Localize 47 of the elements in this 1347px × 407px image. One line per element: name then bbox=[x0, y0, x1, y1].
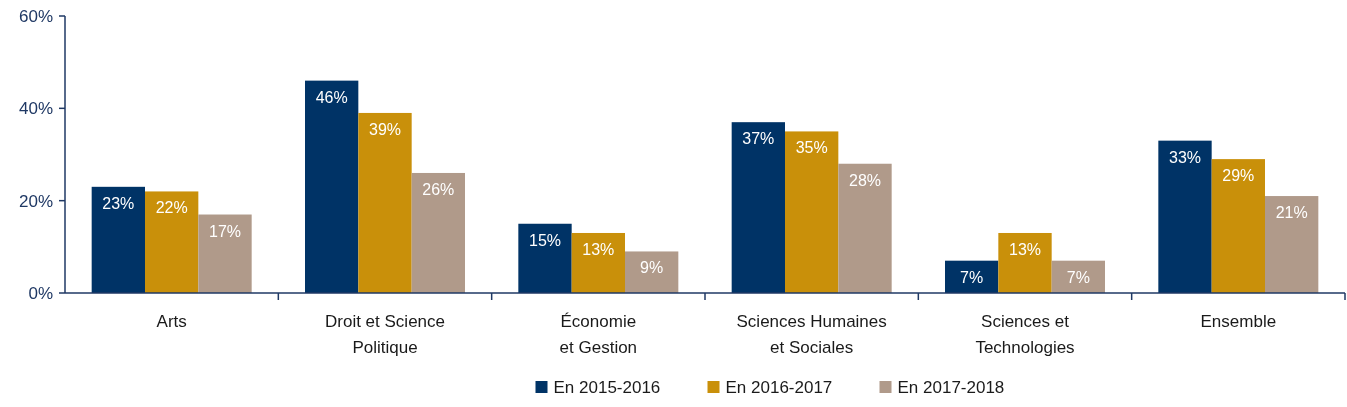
y-tick-label: 40% bbox=[18, 99, 53, 119]
data-label: 29% bbox=[1222, 167, 1255, 185]
bar bbox=[625, 251, 679, 293]
bar bbox=[411, 172, 465, 293]
data-label: 7% bbox=[1066, 268, 1090, 286]
bar bbox=[198, 214, 252, 293]
data-label: 17% bbox=[208, 222, 242, 240]
data-label: 13% bbox=[582, 240, 615, 258]
data-label: 39% bbox=[368, 120, 402, 138]
x-tick-label: Sciences Humaines et Sociales bbox=[736, 312, 887, 357]
bar bbox=[305, 80, 359, 293]
bar bbox=[518, 223, 572, 293]
bar bbox=[1211, 159, 1265, 293]
bar bbox=[785, 131, 839, 293]
legend-label: En 2015-2016 bbox=[553, 378, 661, 397]
legend-label: En 2017-2018 bbox=[897, 378, 1005, 397]
bar bbox=[998, 232, 1052, 293]
data-label: 26% bbox=[422, 180, 455, 198]
data-label: 13% bbox=[1008, 240, 1042, 258]
data-label: 37% bbox=[742, 130, 775, 148]
data-label: 7% bbox=[960, 268, 984, 286]
x-tick-label: Économie et Gestion bbox=[559, 312, 638, 357]
data-label: 35% bbox=[795, 139, 828, 157]
x-tick-label: Arts bbox=[156, 312, 187, 331]
bar bbox=[838, 163, 892, 293]
data-label: 46% bbox=[315, 88, 348, 106]
bar bbox=[571, 232, 625, 293]
bar bbox=[1265, 196, 1319, 293]
data-label: 22% bbox=[155, 199, 188, 217]
data-label: 15% bbox=[528, 231, 562, 249]
x-tick-label: Droit et Science Politique bbox=[325, 312, 445, 357]
legend-label: En 2016-2017 bbox=[725, 378, 833, 397]
y-tick-label: 20% bbox=[18, 191, 53, 211]
x-tick-label: Sciences et Technologies bbox=[975, 312, 1075, 357]
bar bbox=[1158, 140, 1212, 293]
data-label: 28% bbox=[848, 171, 882, 189]
bar bbox=[91, 186, 145, 293]
y-tick-label: 0% bbox=[28, 283, 53, 303]
bar bbox=[731, 122, 785, 293]
data-label: 9% bbox=[640, 259, 664, 277]
data-label: 33% bbox=[1168, 148, 1202, 166]
x-tick-label: Ensemble bbox=[1200, 312, 1277, 331]
data-label: 23% bbox=[102, 194, 135, 212]
bar bbox=[145, 191, 199, 293]
bar bbox=[358, 112, 412, 293]
y-tick-label: 60% bbox=[18, 6, 53, 26]
data-label: 21% bbox=[1275, 204, 1308, 222]
